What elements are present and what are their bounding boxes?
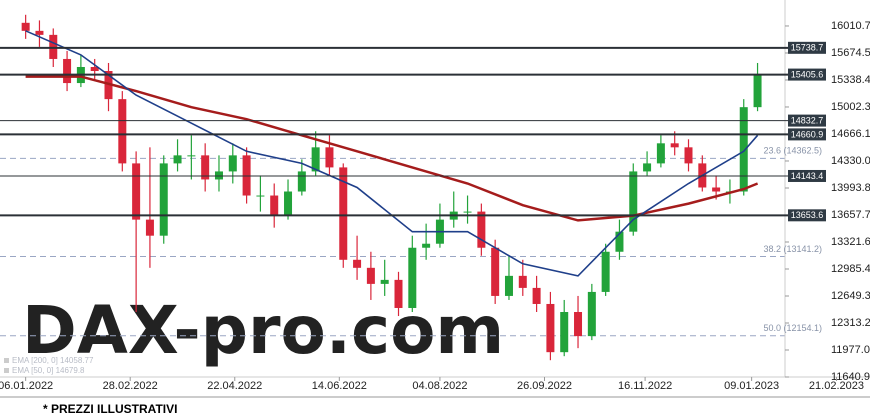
level-box	[788, 68, 826, 81]
candle-body	[201, 155, 210, 180]
candle-body	[284, 191, 293, 216]
candle-body	[214, 171, 223, 180]
legend-label: EMA [200, 0] 14058.77	[12, 356, 94, 365]
y-tick-label: 12649.3	[831, 290, 870, 302]
candle-body	[574, 312, 583, 337]
level-label: 15405.6	[791, 69, 824, 79]
y-tick-label: 15338.4	[831, 74, 870, 86]
legend-swatch	[4, 368, 9, 373]
candle-body	[21, 22, 30, 31]
x-tick-label: 04.08.2022	[412, 380, 467, 392]
ma-line	[25, 75, 759, 222]
candle-body	[712, 187, 721, 192]
candle-body	[366, 267, 375, 284]
fib-label: 23.6 (14362.5)	[763, 146, 822, 156]
candle-body	[643, 163, 652, 172]
level-box	[788, 114, 826, 127]
level-label: 15738.7	[791, 43, 824, 53]
candle-body	[491, 247, 500, 296]
candle-body	[560, 312, 569, 353]
candle-body	[339, 167, 348, 260]
candle-body	[753, 75, 762, 108]
x-tick-label: 06.01.2022	[0, 380, 53, 392]
candle-body	[394, 279, 403, 308]
candle-body	[118, 99, 127, 164]
candle-body	[546, 303, 555, 353]
candle-body	[629, 171, 638, 232]
candle-body	[145, 219, 154, 236]
candle-body	[684, 147, 693, 164]
candle-body	[173, 155, 182, 164]
candle-body	[35, 30, 44, 35]
candle-body	[656, 143, 665, 164]
x-tick-label: 28.02.2022	[103, 380, 158, 392]
x-tick-label: 09.01.2023	[724, 380, 779, 392]
candle-body	[463, 211, 472, 213]
y-tick-label: 11977.0	[831, 344, 870, 356]
x-tick-label: 26.09.2022	[517, 380, 572, 392]
candle-body	[670, 143, 679, 148]
candle-body	[739, 107, 748, 192]
candle-body	[601, 251, 610, 292]
candle-body	[187, 155, 196, 157]
y-tick-label: 12313.2	[831, 317, 870, 329]
candle-body	[615, 231, 624, 252]
candle-body	[532, 287, 541, 304]
level-label: 13653.6	[791, 210, 824, 220]
candle-body	[380, 279, 389, 284]
candle-body	[90, 66, 99, 72]
y-tick-label: 11640.9	[831, 371, 870, 383]
candle-body	[311, 147, 320, 172]
watermark: DAX-pro.com	[22, 292, 504, 369]
ma-line	[25, 30, 759, 277]
candle-body	[353, 259, 362, 268]
candle-body	[504, 275, 513, 296]
candle-body	[256, 195, 265, 197]
y-tick-label: 14666.1	[831, 128, 870, 140]
candle-body	[518, 275, 527, 288]
legend-swatch	[4, 358, 9, 363]
candle-body	[228, 155, 237, 172]
x-tick-label: 14.06.2022	[312, 380, 367, 392]
candle-body	[132, 163, 141, 220]
candle-body	[422, 243, 431, 248]
level-box	[788, 169, 826, 182]
candle-body	[587, 291, 596, 337]
y-tick-label: 16010.7	[831, 20, 870, 32]
level-label: 14832.7	[791, 115, 824, 125]
x-tick-label: 21.02.2023	[809, 380, 864, 392]
y-tick-label: 13657.7	[831, 209, 870, 221]
candle-body	[159, 163, 168, 236]
level-label: 14143.4	[791, 171, 824, 181]
candle-body	[270, 195, 279, 216]
fib-label: 38.2 (13141.2)	[763, 244, 822, 254]
x-tick-label: 16.11.2022	[618, 380, 672, 392]
candle-body	[297, 171, 306, 192]
y-tick-label: 15002.3	[831, 101, 870, 113]
y-tick-label: 15674.5	[831, 47, 870, 59]
level-label: 14660.9	[791, 129, 824, 139]
level-box	[788, 128, 826, 141]
legend-label: EMA [50, 0] 14679.8	[12, 366, 85, 375]
level-box	[788, 209, 826, 222]
candle-body	[325, 147, 334, 168]
x-tick-label: 22.04.2022	[207, 380, 262, 392]
candle-body	[477, 211, 486, 248]
y-tick-label: 13321.6	[831, 236, 870, 248]
candle-body	[242, 155, 251, 196]
y-tick-label: 13993.8	[831, 182, 870, 194]
fib-label: 50.0 (12154.1)	[763, 323, 822, 333]
level-box	[788, 41, 826, 54]
candle-body	[63, 58, 72, 84]
candle-body	[408, 247, 417, 308]
y-tick-label: 14330.0	[831, 155, 870, 167]
y-tick-label: 12985.4	[831, 263, 870, 275]
footnote: * PREZZI ILLUSTRATIVI	[43, 402, 177, 416]
